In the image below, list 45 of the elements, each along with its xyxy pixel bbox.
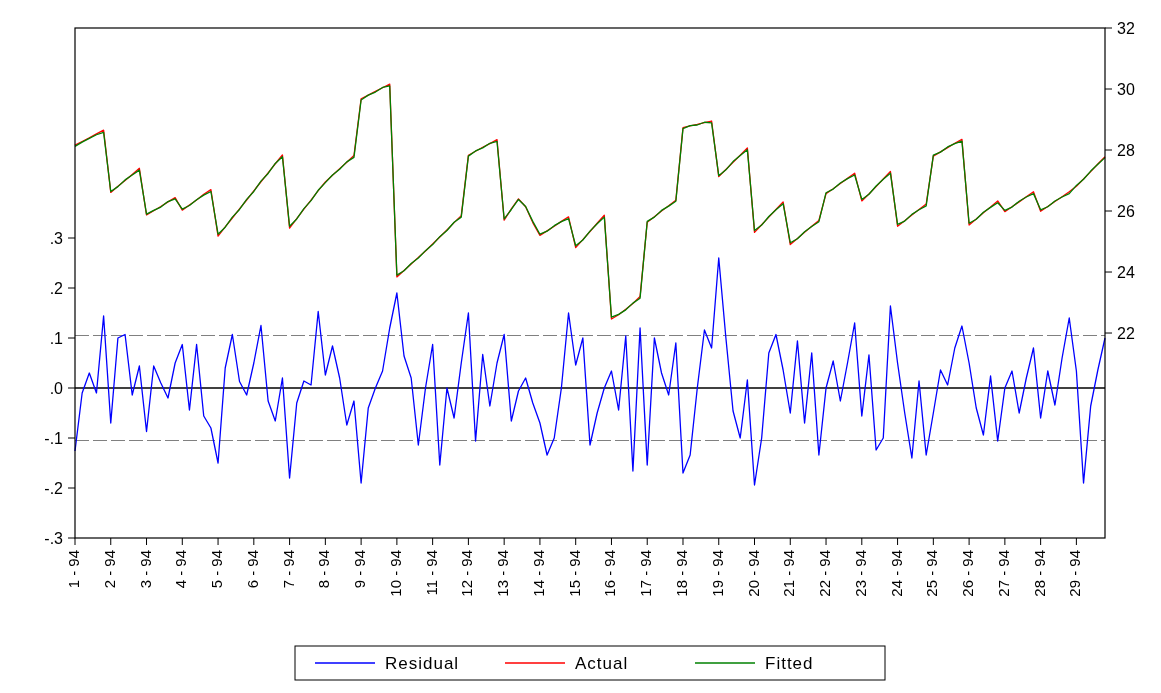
x-tick-label: 15 - 94 bbox=[565, 550, 583, 597]
x-tick-label: 25 - 94 bbox=[923, 550, 941, 597]
x-tick-label: 2 - 94 bbox=[100, 550, 118, 589]
x-tick-label: 29 - 94 bbox=[1066, 550, 1084, 597]
x-tick-label: 24 - 94 bbox=[887, 550, 905, 597]
x-tick-label: 18 - 94 bbox=[672, 550, 690, 597]
x-tick-label: 19 - 94 bbox=[708, 550, 726, 597]
x-tick-label: 6 - 94 bbox=[243, 550, 261, 589]
x-tick-label: 10 - 94 bbox=[386, 550, 404, 597]
y-tick-label: .2 bbox=[49, 279, 64, 297]
y-tick-label: .1 bbox=[49, 329, 64, 347]
x-tick-label: 7 - 94 bbox=[279, 550, 297, 589]
y2-tick-label: 28 bbox=[1117, 141, 1135, 159]
y-tick-label: -.3 bbox=[44, 529, 64, 547]
x-tick-label: 9 - 94 bbox=[351, 550, 369, 589]
x-tick-label: 16 - 94 bbox=[601, 550, 619, 597]
legend-label: Residual bbox=[385, 653, 460, 673]
x-tick-label: 23 - 94 bbox=[851, 550, 869, 597]
y2-tick-label: 22 bbox=[1117, 324, 1135, 342]
x-tick-label: 22 - 94 bbox=[816, 550, 834, 597]
x-tick-label: 1 - 94 bbox=[65, 550, 82, 589]
x-tick-label: 27 - 94 bbox=[994, 550, 1012, 597]
y2-tick-label: 30 bbox=[1117, 80, 1135, 98]
x-tick-label: 21 - 94 bbox=[780, 550, 798, 597]
y2-tick-label: 32 bbox=[1117, 19, 1135, 37]
y-tick-label: -.1 bbox=[44, 429, 64, 447]
legend-label: Fitted bbox=[765, 653, 814, 673]
x-tick-label: 20 - 94 bbox=[744, 550, 762, 597]
x-tick-label: 3 - 94 bbox=[136, 550, 154, 589]
x-tick-label: 26 - 94 bbox=[959, 550, 977, 597]
x-tick-label: 17 - 94 bbox=[637, 550, 655, 597]
x-tick-label: 5 - 94 bbox=[208, 550, 226, 589]
x-tick-label: 12 - 94 bbox=[458, 550, 476, 597]
x-tick-label: 11 - 94 bbox=[422, 550, 440, 596]
legend-label: Actual bbox=[575, 653, 629, 673]
x-tick-label: 4 - 94 bbox=[172, 550, 190, 589]
y-tick-label: -.2 bbox=[44, 479, 64, 497]
y-tick-label: .0 bbox=[49, 379, 64, 397]
y2-tick-label: 24 bbox=[1117, 263, 1135, 281]
y2-tick-label: 26 bbox=[1117, 202, 1135, 220]
x-tick-label: 14 - 94 bbox=[529, 550, 547, 597]
y-tick-label: .3 bbox=[49, 229, 64, 247]
x-tick-label: 28 - 94 bbox=[1030, 550, 1048, 597]
x-tick-label: 8 - 94 bbox=[315, 550, 333, 589]
x-tick-label: 13 - 94 bbox=[494, 550, 512, 597]
